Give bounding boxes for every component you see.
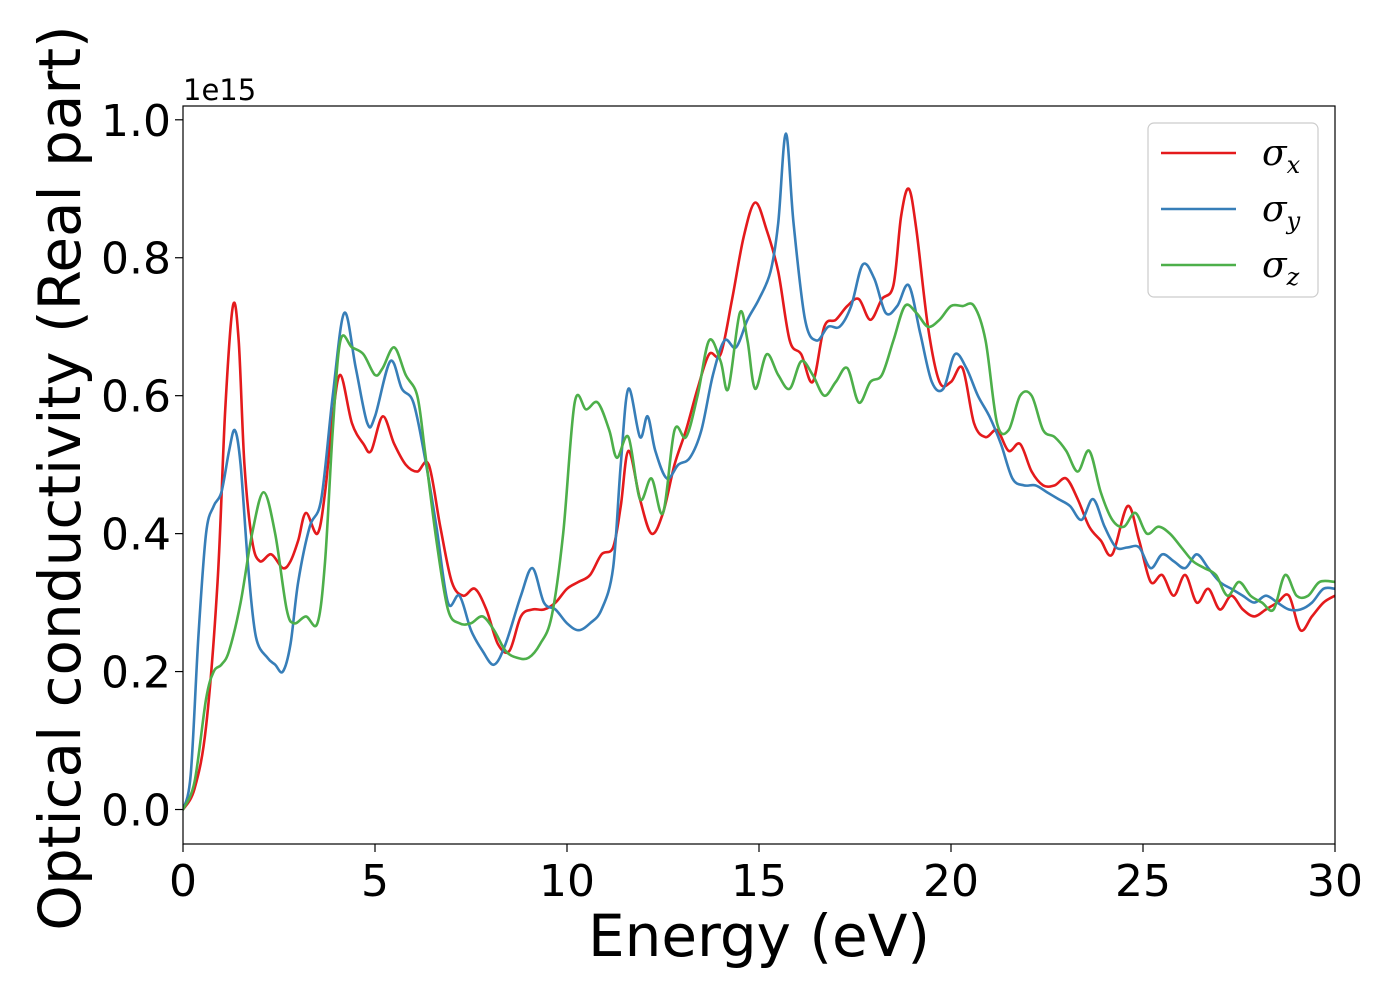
y-axis-offset-label: 1e15 [183, 73, 256, 107]
x-tick-label: 30 [1307, 856, 1363, 907]
y-tick-label: 0.4 [101, 510, 171, 561]
x-tick-label: 20 [923, 856, 979, 907]
x-axis: 0 5 10 15 20 25 30 [169, 844, 1363, 907]
x-tick-label: 25 [1115, 856, 1171, 907]
plot-area [183, 132, 1335, 811]
y-tick-label: 0.2 [101, 648, 171, 699]
y-axis: 0.0 0.2 0.4 0.6 0.8 1.0 [101, 96, 183, 837]
legend-label-sigma-y: σy [1262, 189, 1301, 235]
x-tick-label: 10 [539, 856, 595, 907]
x-tick-label: 15 [731, 856, 787, 907]
series-line-sigma-y [183, 132, 1335, 811]
legend-label-sigma-x: σx [1262, 133, 1301, 179]
y-axis-label: Optical conductivity (Real part) [26, 25, 94, 930]
y-tick-label: 0.6 [101, 372, 171, 423]
series-line-sigma-x [183, 187, 1335, 811]
x-tick-label: 0 [169, 856, 197, 907]
legend: σx σy σz [1147, 122, 1319, 298]
y-tick-label: 0.0 [101, 786, 171, 837]
x-tick-label: 5 [361, 856, 389, 907]
series-line-sigma-z [183, 302, 1335, 811]
y-tick-label: 0.8 [101, 234, 171, 285]
legend-label-sigma-z: σz [1262, 245, 1300, 291]
x-axis-label: Energy (eV) [588, 902, 930, 970]
y-tick-label: 1.0 [101, 96, 171, 147]
